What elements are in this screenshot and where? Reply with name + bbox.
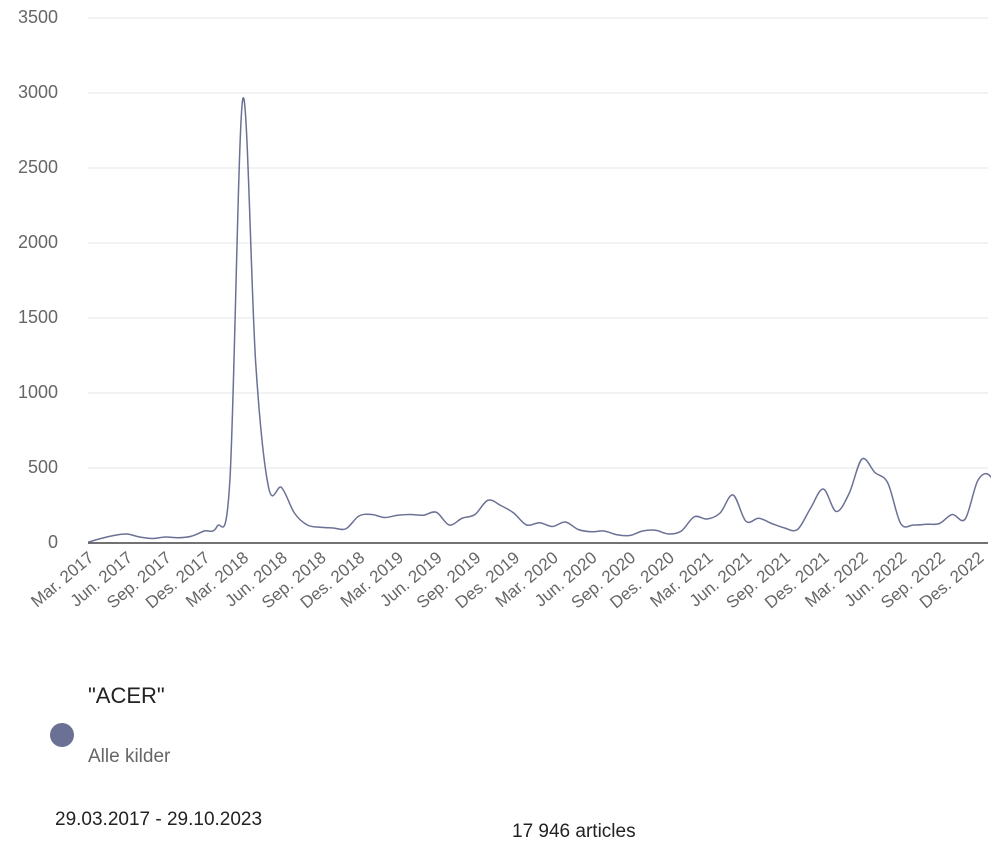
article-count: 17 946 articles — [512, 821, 636, 842]
legend-source: Alle kilder — [88, 746, 171, 767]
date-range: 29.03.2017 - 29.10.2023 — [55, 809, 262, 830]
y-tick-label: 1500 — [18, 307, 58, 327]
legend-name: "ACER" — [88, 683, 165, 708]
y-tick-label: 500 — [28, 457, 58, 477]
y-tick-label: 2500 — [18, 157, 58, 177]
legend-swatch — [50, 723, 74, 747]
y-tick-label: 1000 — [18, 382, 58, 402]
series-line — [87, 97, 991, 543]
y-tick-label: 3000 — [18, 82, 58, 102]
y-tick-label: 3500 — [18, 7, 58, 27]
y-tick-label: 0 — [48, 532, 58, 552]
y-tick-label: 2000 — [18, 232, 58, 252]
